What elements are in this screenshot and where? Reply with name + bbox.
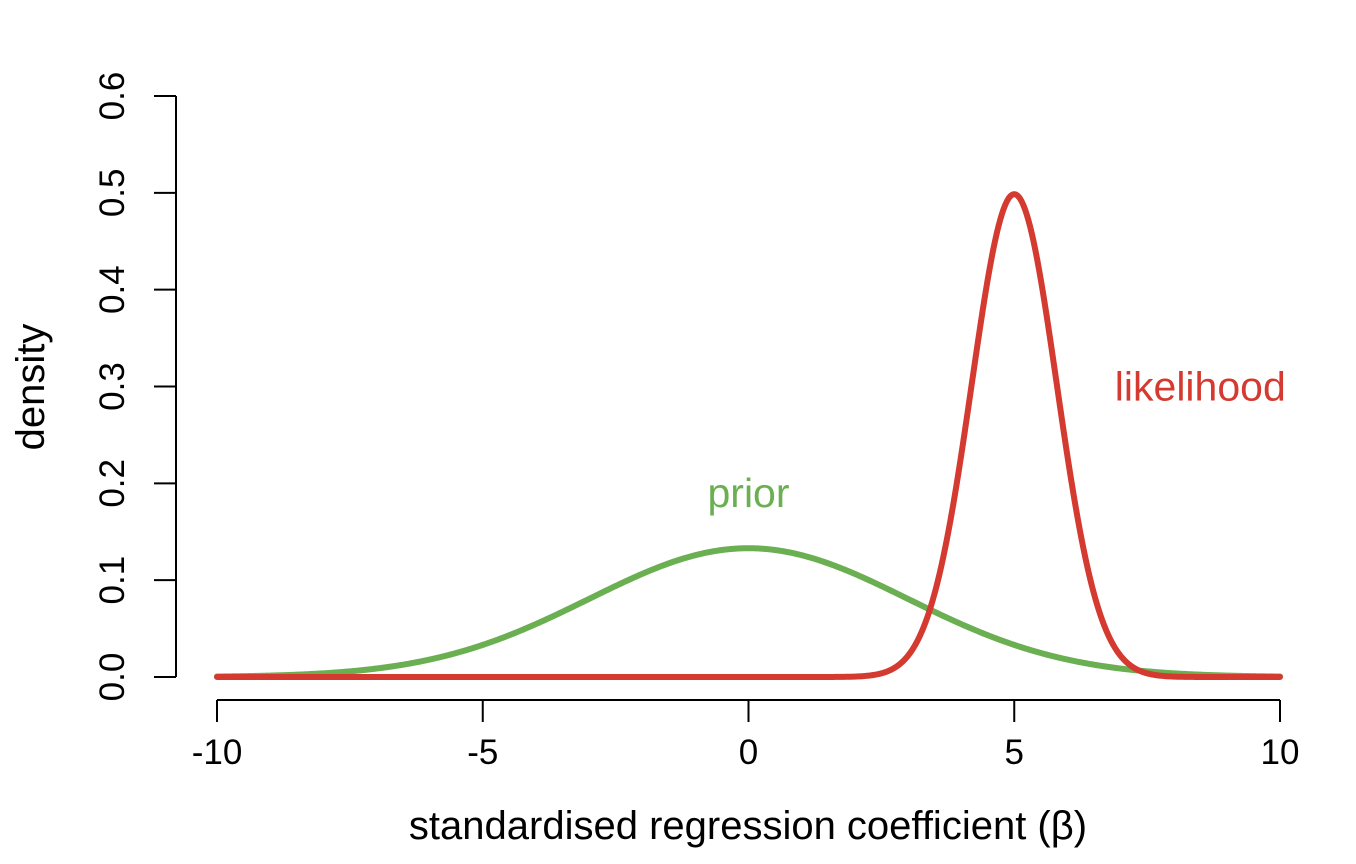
prior-curve	[214, 545, 1283, 680]
x-tick-label: -10	[192, 733, 243, 772]
x-tick-label: -5	[467, 733, 498, 772]
y-tick-label: 0.4	[93, 265, 132, 314]
series-layer	[214, 191, 1283, 680]
x-tick-label: 5	[1005, 733, 1024, 772]
y-axis-title: density	[9, 324, 53, 451]
y-tick-label: 0.6	[93, 72, 132, 121]
likelihood-label: likelihood	[1115, 364, 1286, 410]
likelihood-curve	[214, 191, 1283, 680]
x-tick-label: 10	[1261, 733, 1300, 772]
y-tick-label: 0.3	[93, 362, 132, 411]
y-tick-label: 0.5	[93, 169, 132, 218]
prior-label: prior	[707, 470, 789, 516]
x-axis-title: standardised regression coefficient (β)	[409, 804, 1087, 848]
y-tick-label: 0.0	[93, 653, 132, 702]
y-tick-label: 0.1	[93, 556, 132, 605]
y-axis: 0.0 0.1 0.2 0.3 0.4 0.5 0.6	[93, 72, 177, 702]
series-label-layer: prior likelihood	[707, 364, 1285, 517]
x-tick-label: 0	[739, 733, 758, 772]
x-axis: -10 -5 0 5 10	[192, 699, 1300, 772]
y-tick-label: 0.2	[93, 459, 132, 508]
